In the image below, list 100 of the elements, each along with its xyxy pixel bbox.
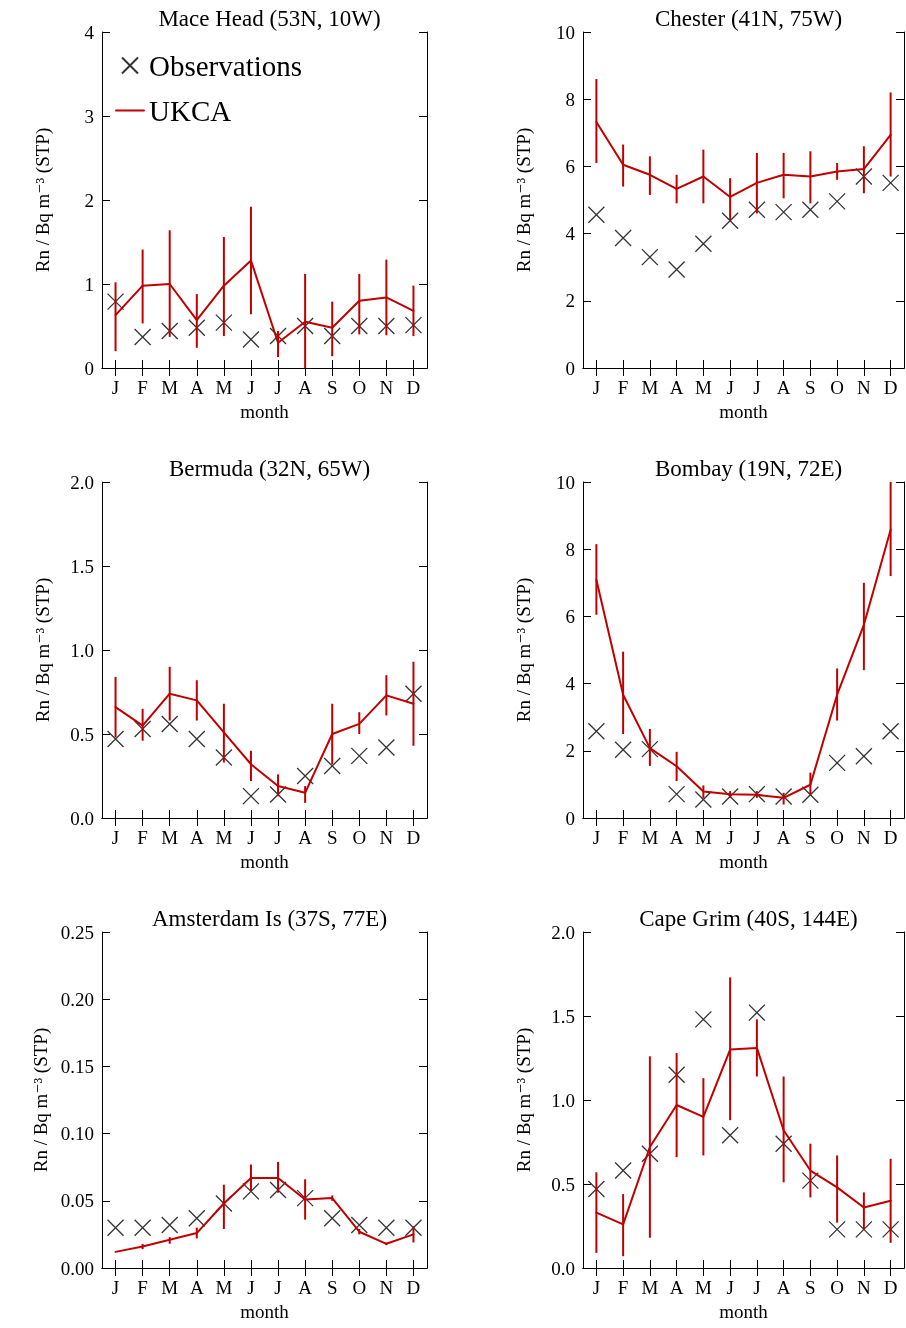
x-tick-label: N [379, 377, 394, 398]
x-tick-label: A [298, 827, 313, 848]
x-tick-label: N [857, 827, 872, 848]
x-tick-label: M [161, 377, 179, 398]
point [828, 192, 846, 210]
y-tick-label: 4 [565, 223, 576, 245]
y-tick-label: 0.0 [70, 807, 94, 829]
point [855, 1220, 873, 1239]
point [377, 1219, 396, 1237]
point [855, 747, 873, 765]
x-tick-label: M [215, 377, 233, 398]
point [404, 1219, 423, 1237]
x-tick-label: A [189, 377, 204, 398]
x-tick-label: J [726, 377, 734, 398]
x-tick-label: F [137, 1277, 148, 1298]
x-axis-title: month [240, 401, 290, 422]
x-tick-label: S [805, 1277, 816, 1298]
x-tick-label: D [406, 1277, 421, 1298]
point [801, 786, 820, 804]
point [641, 1145, 659, 1163]
x-tick-label: N [857, 1277, 872, 1298]
x-tick-label: A [776, 827, 791, 848]
point [188, 730, 206, 748]
chart-title: Chester (41N, 75W) [654, 6, 843, 31]
y-tick-label: 6 [565, 605, 575, 627]
point [188, 1209, 206, 1227]
x-tick-label: F [617, 827, 629, 848]
x-tick-label: S [805, 827, 816, 848]
point [828, 754, 846, 772]
x-tick-label: J [274, 377, 282, 398]
x-tick-label: J [753, 377, 761, 398]
x-tick-label: J [247, 1277, 255, 1298]
point [801, 201, 820, 219]
x-tick-label: N [379, 1277, 394, 1298]
point [774, 203, 793, 221]
point [161, 715, 179, 733]
point [133, 1219, 152, 1237]
point [774, 787, 793, 806]
point [296, 317, 314, 335]
point [188, 319, 206, 337]
y-axis-title: Rn / Bq m⁻³ (STP) [513, 1027, 535, 1173]
y-tick-label: 1 [84, 273, 94, 295]
legend-label: Observations [149, 49, 303, 82]
y-tick-label: 1.0 [551, 1089, 575, 1111]
x-tick-label: O [352, 1277, 367, 1298]
point [641, 248, 659, 266]
point [161, 322, 179, 340]
y-tick-label: 2 [84, 189, 94, 211]
point [587, 722, 606, 740]
x-axis-title: month [240, 1301, 290, 1322]
y-tick-label: 0.05 [60, 1190, 94, 1212]
point [694, 1010, 713, 1029]
point [667, 260, 686, 279]
y-tick-label: 0.15 [60, 1055, 94, 1077]
x-tick-label: A [189, 1277, 204, 1298]
x-tick-label: J [247, 827, 255, 848]
point [323, 757, 341, 775]
point [296, 1189, 314, 1207]
chart-title: Bermuda (32N, 65W) [168, 456, 371, 481]
point [242, 787, 260, 805]
point [215, 748, 233, 767]
point [721, 212, 739, 230]
x-tick-label: J [111, 377, 120, 398]
x-axis-title: month [719, 401, 769, 422]
y-tick-label: 0.5 [551, 1173, 575, 1195]
point [614, 1161, 632, 1180]
point [106, 1219, 125, 1237]
point [667, 1066, 686, 1084]
x-tick-label: A [776, 377, 791, 398]
x-tick-label: S [326, 1277, 338, 1298]
x-axis-title: month [240, 851, 290, 872]
x-tick-label: F [137, 827, 148, 848]
x-tick-label: F [617, 1277, 629, 1298]
point [106, 730, 125, 748]
point [377, 317, 396, 335]
x-axis-title: month [719, 1301, 769, 1322]
point [106, 292, 125, 311]
x-tick-label: D [883, 827, 898, 848]
x-tick-label: M [641, 377, 659, 398]
y-tick-label: 8 [565, 88, 575, 110]
point [614, 741, 632, 759]
y-tick-label: 0 [565, 807, 575, 829]
y-tick-label: 0.10 [60, 1123, 94, 1145]
y-tick-label: 10 [556, 471, 575, 493]
x-tick-label: J [274, 1277, 282, 1298]
y-tick-label: 3 [84, 105, 94, 127]
y-axis-title: Rn / Bq m⁻³ (STP) [32, 127, 54, 273]
x-tick-label: A [669, 827, 684, 848]
point [242, 1182, 260, 1201]
point [323, 1209, 341, 1227]
x-tick-label: S [326, 377, 338, 398]
x-tick-label: S [805, 377, 816, 398]
x-tick-label: J [592, 377, 601, 398]
point [881, 174, 900, 192]
y-tick-label: 4 [565, 673, 576, 695]
x-tick-label: O [352, 827, 367, 848]
point [350, 747, 368, 765]
point [694, 235, 713, 253]
x-tick-label: M [694, 827, 712, 848]
point [721, 787, 739, 806]
